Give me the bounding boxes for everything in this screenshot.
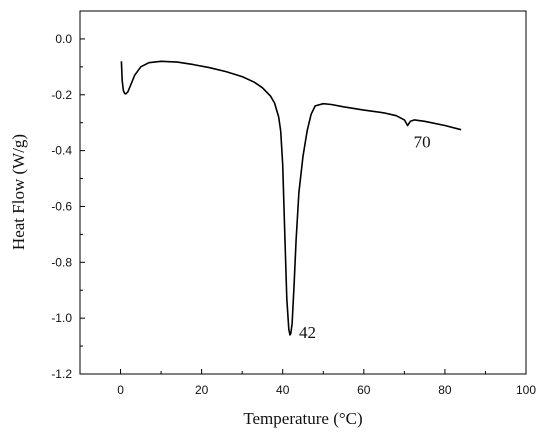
x-tick-label: 80	[438, 383, 452, 397]
y-axis-title: Heat Flow (W/g)	[9, 134, 28, 250]
x-tick-label: 40	[276, 383, 290, 397]
y-tick-label: -1.2	[51, 367, 72, 381]
y-tick-label: -0.8	[51, 255, 72, 269]
y-tick-label: -0.6	[51, 199, 72, 213]
y-tick-label: -0.4	[51, 144, 72, 158]
x-tick-label: 100	[516, 383, 536, 397]
tick-labels: 0 20 40 60 80 100 0.0 -0.2 -0.4 -0.6 -0.8 -1.0 -1.2	[51, 32, 536, 397]
x-tick-label: 20	[195, 383, 209, 397]
x-tick-label: 60	[357, 383, 371, 397]
series-line	[120, 60, 462, 336]
y-tick-label: -1.0	[51, 311, 72, 325]
y-tick-label: 0.0	[55, 32, 72, 46]
x-tick-label: 0	[117, 383, 124, 397]
annotations: 42 70	[299, 132, 431, 341]
plot-frame	[79, 10, 527, 375]
peak-annotation: 42	[299, 323, 316, 342]
y-tick-label: -0.2	[51, 88, 72, 102]
peak-annotation: 70	[414, 132, 431, 151]
axis-ticks	[79, 38, 527, 375]
x-axis-title: Temperature (°C)	[243, 409, 362, 428]
